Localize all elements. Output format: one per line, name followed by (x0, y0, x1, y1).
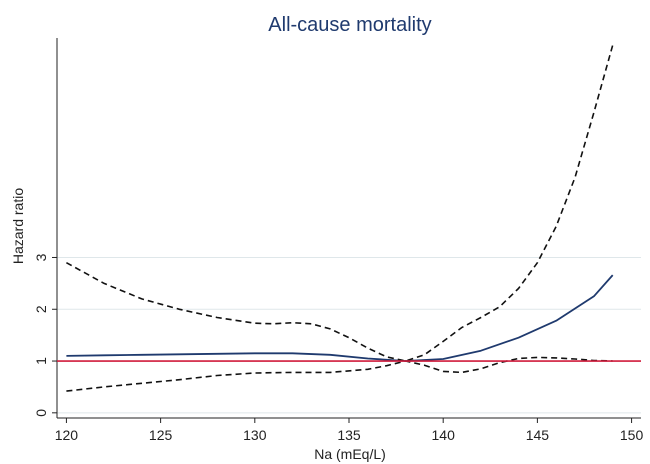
x-tick-label-130: 130 (243, 427, 267, 443)
y-tick-label-3: 3 (33, 253, 49, 261)
y-tick-label-1: 1 (33, 357, 49, 365)
grid-lines (57, 256, 641, 414)
series-group (66, 44, 614, 392)
y-axis-label: Hazard ratio (10, 188, 26, 264)
series-line-0 (66, 274, 614, 362)
series-line-2 (66, 356, 613, 392)
x-tick-label-125: 125 (149, 427, 173, 443)
x-tick-label-120: 120 (55, 427, 79, 443)
x-tick-label-150: 150 (620, 427, 644, 443)
y-tick-label-2: 2 (33, 305, 49, 313)
x-axis-label: Na (mEq/L) (314, 446, 386, 462)
x-tick-label-135: 135 (337, 427, 361, 443)
chart-title: All-cause mortality (268, 14, 431, 36)
series-line-1 (66, 44, 614, 362)
x-tick-label-145: 145 (526, 427, 550, 443)
y-tick-label-0: 0 (33, 409, 49, 417)
x-tick-label-140: 140 (432, 427, 456, 443)
ticks: 120 125 130 135 140 145 150 0 1 2 3 (33, 253, 643, 443)
